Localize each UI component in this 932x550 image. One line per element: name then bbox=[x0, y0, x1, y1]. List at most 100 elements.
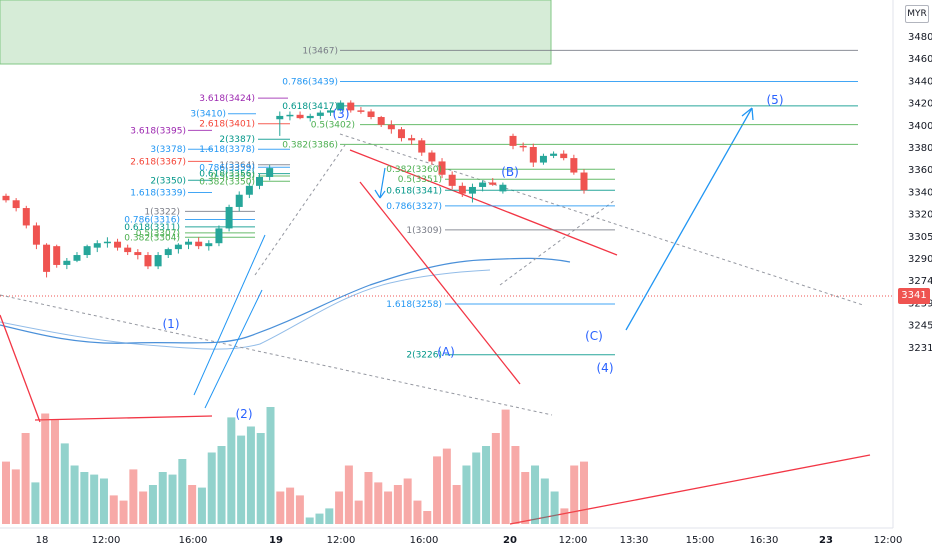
wave-label: (4) bbox=[597, 361, 614, 375]
fib-label: 0.786(3316) bbox=[124, 216, 180, 226]
volume-bar bbox=[129, 469, 138, 524]
fib-label: 0.786(3359) bbox=[199, 163, 255, 173]
wave-a-arrow bbox=[374, 167, 386, 199]
x-tick-label: 16:30 bbox=[750, 535, 779, 546]
candle-body bbox=[347, 102, 355, 111]
fib-label: 3(3378) bbox=[150, 145, 186, 155]
candle-body bbox=[124, 247, 132, 253]
volume-bar bbox=[325, 508, 334, 524]
candle-body bbox=[306, 115, 314, 119]
wave-5-projection-line bbox=[625, 107, 753, 331]
fib-label: 1(3309) bbox=[406, 226, 442, 236]
fib-label: 3(3410) bbox=[190, 110, 226, 120]
candle-body bbox=[408, 138, 416, 141]
fib-label: 1(3322) bbox=[144, 207, 180, 217]
volume-bar bbox=[482, 446, 491, 524]
fib-label: 0.618(3356) bbox=[199, 170, 255, 180]
volume-bar bbox=[158, 472, 167, 524]
fib-label: 0.5(3307) bbox=[136, 229, 180, 239]
volume-bar bbox=[423, 511, 432, 524]
fib-label: 1.618(3339) bbox=[130, 189, 186, 199]
wave-label: (1) bbox=[163, 317, 180, 331]
currency-badge[interactable]: MYR bbox=[905, 5, 929, 23]
y-tick-label: 3340 bbox=[908, 187, 932, 198]
volume-bar bbox=[31, 482, 40, 524]
x-tick-label: 23 bbox=[819, 535, 833, 546]
x-tick-label: 12:00 bbox=[327, 535, 356, 546]
candle-body bbox=[164, 249, 172, 256]
candle-body bbox=[550, 153, 558, 156]
candle-body bbox=[337, 102, 345, 111]
fib-label: 0.786(3439) bbox=[282, 78, 338, 88]
volume-bar bbox=[41, 413, 50, 524]
candles bbox=[2, 100, 588, 278]
wave-3-up-line bbox=[193, 234, 266, 396]
candle-body bbox=[367, 111, 375, 118]
trendline-red-3 bbox=[349, 149, 618, 256]
volume-bar bbox=[540, 478, 549, 524]
candle-body bbox=[580, 172, 588, 191]
wave-5-arrow-head bbox=[741, 107, 754, 121]
candle-body bbox=[134, 252, 142, 256]
volume-bar bbox=[393, 485, 402, 524]
fib-label: 0.786(3327) bbox=[386, 202, 442, 212]
candle-body bbox=[458, 185, 466, 194]
candle-body bbox=[245, 185, 253, 195]
y-tick-label: 3320 bbox=[908, 210, 932, 221]
fib-label: 2(3350) bbox=[150, 176, 186, 186]
fib-label: 2.618(3401) bbox=[199, 120, 255, 130]
x-tick-label: 16:00 bbox=[410, 535, 439, 546]
candle-body bbox=[357, 110, 365, 112]
wave-label: (C) bbox=[585, 329, 603, 343]
trendline-red-5 bbox=[509, 454, 871, 525]
volume-bar bbox=[315, 513, 324, 524]
candle-body bbox=[12, 200, 20, 209]
volume-bar bbox=[286, 487, 295, 524]
fib-label: 2(3226) bbox=[406, 351, 442, 361]
volume-bar bbox=[560, 508, 569, 524]
volume-bar bbox=[197, 487, 206, 524]
volume-bar bbox=[2, 461, 10, 524]
price-axis[interactable]: 3480 3460 3440 3420 3400 3380 3360 3340 3320 3305… bbox=[908, 32, 932, 354]
volume-bar bbox=[60, 443, 69, 524]
fib-label: 0.5(3402) bbox=[311, 121, 355, 131]
candle-body bbox=[316, 112, 324, 116]
wave-label: (B) bbox=[501, 165, 519, 179]
candle-body bbox=[509, 135, 517, 146]
x-tick-label: 12:00 bbox=[874, 535, 903, 546]
volume-bar bbox=[580, 461, 588, 524]
y-tick-label: 3231 bbox=[908, 343, 932, 354]
volume-bar bbox=[374, 482, 383, 524]
candle-body bbox=[529, 147, 537, 163]
candle-body bbox=[103, 241, 111, 244]
candle-body bbox=[256, 176, 264, 186]
volume-bar bbox=[139, 491, 148, 524]
x-tick-label: 16:00 bbox=[179, 535, 208, 546]
trendline-red-1 bbox=[0, 314, 41, 423]
time-axis[interactable]: 18 12:00 16:00 19 12:00 16:00 20 12:00 13:30 15:0… bbox=[36, 535, 903, 546]
x-tick-label: 15:00 bbox=[686, 535, 715, 546]
candle-body bbox=[448, 174, 456, 186]
volume-bar bbox=[472, 452, 481, 524]
fib-label: 0.618(3341) bbox=[386, 186, 442, 196]
volume-bar bbox=[501, 409, 510, 524]
y-tick-label: 3400 bbox=[908, 121, 932, 132]
fib-label: 0.382(3360) bbox=[386, 165, 442, 175]
volume-bar bbox=[109, 495, 118, 524]
volume-bar bbox=[413, 500, 422, 524]
y-tick-label: 3460 bbox=[908, 54, 932, 65]
volume-bar bbox=[452, 485, 461, 524]
volume-bar bbox=[148, 485, 157, 524]
candle-body bbox=[499, 184, 507, 192]
fib-label: 0.5(3351) bbox=[398, 175, 442, 185]
candle-body bbox=[397, 129, 405, 139]
volume-bar bbox=[99, 478, 108, 524]
volume-bar bbox=[70, 465, 79, 524]
y-tick-label: 3440 bbox=[908, 76, 932, 87]
fib-label: 2(3387) bbox=[219, 135, 255, 145]
candle-body bbox=[225, 206, 233, 229]
candle-body bbox=[479, 182, 487, 187]
fib-label: 0.382(3304) bbox=[124, 233, 180, 243]
volume-bar bbox=[442, 448, 451, 524]
